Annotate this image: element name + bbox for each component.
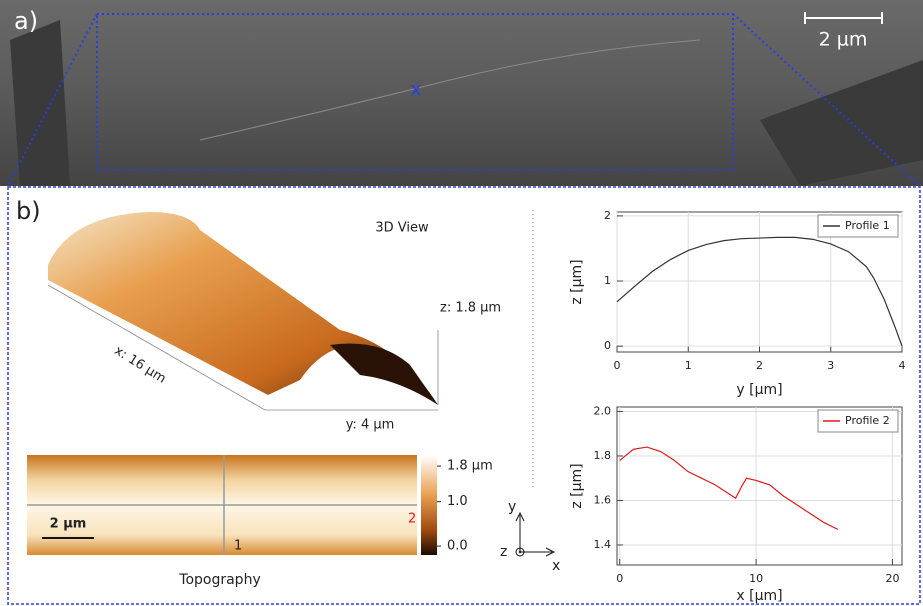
x-tick-label: 20 bbox=[885, 572, 899, 585]
colorbar-label: 0.0 bbox=[447, 539, 468, 554]
line-label: 1 bbox=[234, 539, 242, 554]
x-tick-label: 3 bbox=[827, 359, 834, 372]
x-tick-label: 0 bbox=[616, 572, 623, 585]
zoom-line bbox=[7, 13, 98, 187]
surface-shadow bbox=[330, 343, 438, 405]
x-tick-label: 10 bbox=[749, 572, 763, 585]
panel-label: b) bbox=[16, 197, 41, 225]
axis-name: z bbox=[500, 544, 507, 560]
x-axis-label: y [µm] bbox=[736, 382, 782, 398]
colorbar-label: 1.8 µm bbox=[447, 459, 493, 474]
profile-line bbox=[616, 236, 903, 347]
x-tick-label: 1 bbox=[685, 359, 692, 372]
axis-name: y bbox=[508, 499, 516, 515]
axes-glyph bbox=[515, 547, 525, 557]
y-axis-label: z [µm] bbox=[569, 463, 585, 508]
y-extent: y: 4 µm bbox=[346, 418, 395, 433]
y-tick-label: 2 bbox=[604, 209, 611, 222]
legend-label: Profile 2 bbox=[845, 414, 890, 427]
zoom-box bbox=[96, 13, 734, 171]
box-edges bbox=[47, 284, 439, 411]
x-axis-label: x [µm] bbox=[736, 588, 782, 604]
legend-box bbox=[817, 409, 899, 433]
axis-name: x bbox=[552, 558, 560, 574]
panel-label: a) bbox=[14, 7, 38, 35]
colorbar-label: 1.0 bbox=[447, 494, 468, 509]
x-tick-label: 0 bbox=[614, 359, 621, 372]
scale-label: 2 µm bbox=[819, 29, 868, 51]
profile-line bbox=[619, 446, 839, 530]
legend-box bbox=[817, 214, 899, 238]
y-tick-label: 1.6 bbox=[594, 493, 612, 506]
line-label: 2 bbox=[408, 512, 416, 527]
x-tick-label: 2 bbox=[756, 359, 763, 372]
sem-shadow bbox=[10, 20, 923, 186]
surface-3d bbox=[48, 212, 438, 405]
axes-glyph bbox=[518, 550, 522, 554]
sem-edge bbox=[199, 39, 701, 141]
y-tick-label: 1.8 bbox=[594, 449, 612, 462]
legend-label: Profile 1 bbox=[845, 219, 890, 232]
z-extent: z: 1.8 µm bbox=[440, 301, 501, 316]
scale-label: 2 µm bbox=[50, 517, 87, 532]
colorbar bbox=[421, 455, 437, 555]
x-tick-label: 4 bbox=[899, 359, 906, 372]
zoom-line bbox=[732, 13, 921, 187]
axes-glyph bbox=[515, 511, 556, 557]
y-tick-label: 1.4 bbox=[594, 538, 612, 551]
sem-image bbox=[0, 0, 923, 186]
y-axis-label: z [µm] bbox=[569, 259, 585, 304]
marker: x bbox=[410, 79, 421, 101]
y-tick-label: 1 bbox=[604, 274, 611, 287]
panel-border bbox=[7, 186, 921, 605]
topography-title: Topography bbox=[178, 572, 260, 588]
view-title: 3D View bbox=[375, 221, 429, 236]
y-tick-label: 2.0 bbox=[594, 404, 612, 417]
plot-area bbox=[616, 406, 903, 566]
y-tick-label: 0 bbox=[604, 339, 611, 352]
